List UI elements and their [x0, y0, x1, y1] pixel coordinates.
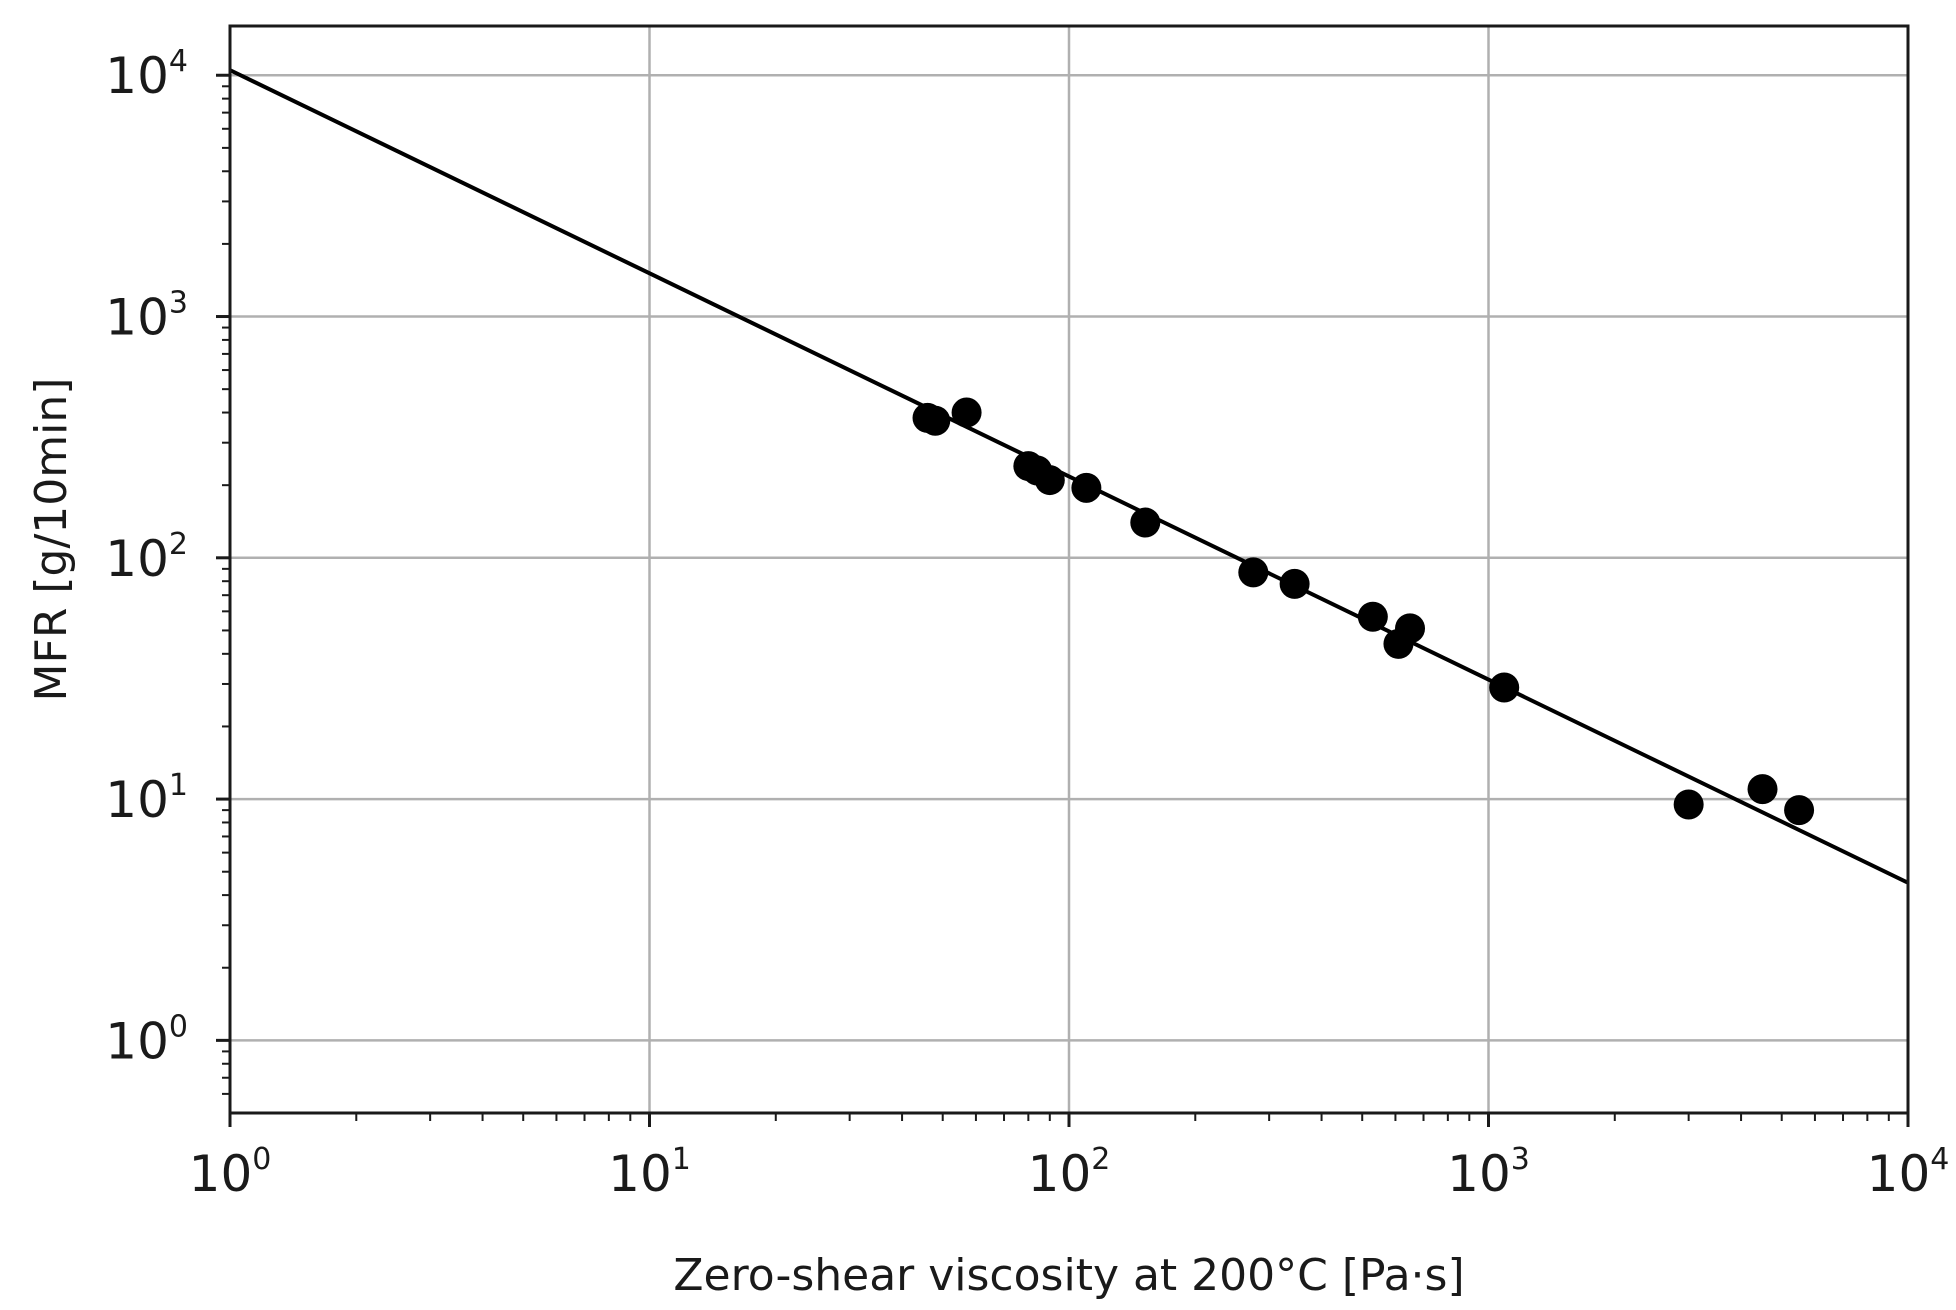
data-point [920, 405, 951, 436]
data-point [1071, 472, 1102, 503]
plot-frame [228, 24, 1910, 1115]
fit-line-group [229, 68, 1909, 885]
y-tick-label: 100 [105, 1009, 188, 1070]
x-tick-label: 102 [1028, 1142, 1111, 1203]
x-tick-label: 101 [608, 1142, 691, 1203]
data-point [1034, 465, 1065, 496]
x-tick-label: 100 [189, 1142, 272, 1203]
y-tick-label: 101 [105, 768, 188, 829]
data-points [912, 397, 1815, 826]
data-point [951, 397, 982, 428]
data-point [1747, 774, 1778, 805]
data-point [1130, 507, 1161, 538]
y-tick-label: 103 [105, 286, 188, 347]
x-tick-label: 104 [1867, 1142, 1950, 1203]
fit-line [229, 68, 1909, 885]
x-axis-label: Zero-shear viscosity at 200°C [Pa·s] [673, 1250, 1464, 1301]
data-point [1357, 601, 1388, 632]
data-point [1395, 613, 1426, 644]
grid [230, 26, 1908, 1113]
data-point [1673, 789, 1704, 820]
data-point [1784, 795, 1815, 826]
x-tick-label: 103 [1447, 1142, 1530, 1203]
data-point [1279, 568, 1310, 599]
data-point [1489, 672, 1520, 703]
data-point [1238, 557, 1269, 588]
x-tick-labels: 100 101 102 103 104 [189, 1142, 1950, 1203]
y-tick-labels: 100 101 102 103 104 [105, 44, 188, 1070]
y-axis-label: MFR [g/10min] [26, 378, 77, 702]
y-tick-label: 104 [105, 44, 188, 105]
y-tick-label: 102 [105, 527, 188, 588]
minor-ticks [216, 73, 1910, 1127]
